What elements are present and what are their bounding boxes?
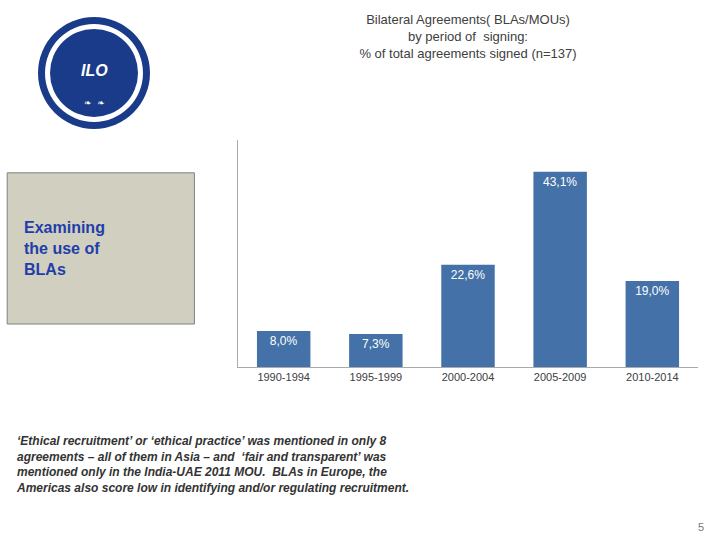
svg-text:❧ ❧: ❧ ❧: [84, 98, 105, 108]
svg-text:1990-1994: 1990-1994: [257, 371, 310, 383]
svg-text:ILO: ILO: [81, 62, 108, 79]
svg-text:1995-1999: 1995-1999: [350, 371, 403, 383]
svg-text:2000-2004: 2000-2004: [442, 371, 495, 383]
svg-text:22,6%: 22,6%: [451, 268, 485, 282]
svg-text:Bilateral Agreements( BLAs/MOU: Bilateral Agreements( BLAs/MOUs)by perio…: [359, 12, 576, 61]
svg-text:Examiningthe use ofBLAs: Examiningthe use ofBLAs: [24, 219, 105, 278]
svg-text:43,1%: 43,1%: [543, 175, 577, 189]
svg-text:8,0%: 8,0%: [270, 334, 298, 348]
svg-text:7,3%: 7,3%: [362, 337, 390, 351]
svg-text:‘Ethical recruitment’ or ‘ethi: ‘Ethical recruitment’ or ‘ethical practi…: [16, 434, 409, 495]
svg-text:2010-2014: 2010-2014: [626, 371, 679, 383]
svg-text:19,0%: 19,0%: [635, 284, 669, 298]
svg-text:2005-2009: 2005-2009: [534, 371, 587, 383]
svg-text:5: 5: [698, 521, 704, 533]
